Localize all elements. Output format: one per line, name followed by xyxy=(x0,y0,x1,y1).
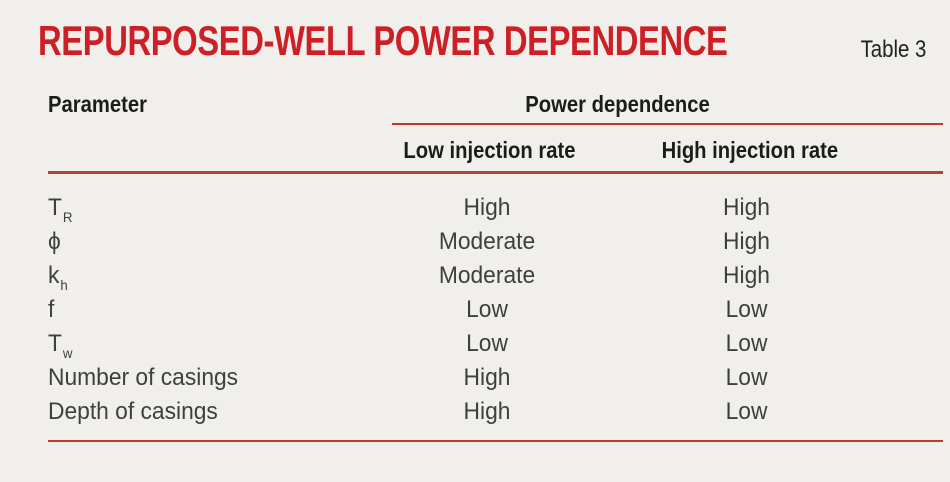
parameter-cell: TR xyxy=(48,192,73,224)
parameter-subscript: h xyxy=(60,277,68,293)
parameter-symbol: f xyxy=(48,296,55,323)
parameter-label: Depth of casings xyxy=(48,398,218,425)
low-rate-value-cell: Low xyxy=(466,330,508,357)
low-rate-value-cell: Moderate xyxy=(438,262,536,289)
parameter-cell: Number of casings xyxy=(48,362,239,394)
high-rate-value-cell: Low xyxy=(725,364,768,391)
table-row: TR High High xyxy=(0,192,950,226)
table-row: Depth of casings High Low xyxy=(0,396,950,430)
low-rate-value-cell: High xyxy=(463,194,511,221)
parameter-subscript: R xyxy=(62,209,73,225)
low-rate-value-cell: High xyxy=(463,398,511,425)
high-rate-value-cell: High xyxy=(723,194,770,221)
low-rate-value-cell: Low xyxy=(466,296,508,323)
parameter-label: Number of casings xyxy=(48,364,239,391)
high-rate-value-cell: High xyxy=(723,228,770,255)
table-body: TR High High ϕ Moderate High kh Moderate… xyxy=(0,192,950,430)
parameter-symbol: k xyxy=(48,262,60,289)
parameter-symbol: T xyxy=(48,330,62,357)
column-header-low-injection-rate: Low injection rate xyxy=(403,137,576,163)
parameter-subscript: w xyxy=(62,345,73,361)
parameter-symbol: ϕ xyxy=(48,228,61,255)
parameter-cell: kh xyxy=(48,260,68,292)
table-row: ϕ Moderate High xyxy=(0,226,950,260)
low-rate-value-cell: High xyxy=(463,364,511,391)
figure-title: REPURPOSED-WELL POWER DEPENDENCE xyxy=(38,17,728,64)
low-rate-value-cell: Moderate xyxy=(438,228,536,255)
column-header-high-injection-rate: High injection rate xyxy=(661,137,839,163)
table-row: kh Moderate High xyxy=(0,260,950,294)
table-bottom-rule xyxy=(48,440,943,442)
parameter-symbol: T xyxy=(48,194,62,221)
high-rate-value-cell: High xyxy=(723,262,770,289)
table-number-label: Table 3 xyxy=(860,36,926,63)
column-header-parameter: Parameter xyxy=(48,91,148,117)
parameter-cell: Depth of casings xyxy=(48,396,219,428)
high-rate-value-cell: Low xyxy=(725,398,768,425)
group-header-underline xyxy=(392,123,943,125)
high-rate-value-cell: Low xyxy=(725,330,768,357)
header-divider-rule xyxy=(48,171,943,174)
column-group-header-power-dependence: Power dependence xyxy=(525,91,710,117)
parameter-cell: ϕ xyxy=(48,226,62,258)
parameter-cell: f xyxy=(48,294,55,326)
table-row: Tw Low Low xyxy=(0,328,950,362)
high-rate-value-cell: Low xyxy=(725,296,768,323)
parameter-cell: Tw xyxy=(48,328,73,360)
table-row: f Low Low xyxy=(0,294,950,328)
table-row: Number of casings High Low xyxy=(0,362,950,396)
